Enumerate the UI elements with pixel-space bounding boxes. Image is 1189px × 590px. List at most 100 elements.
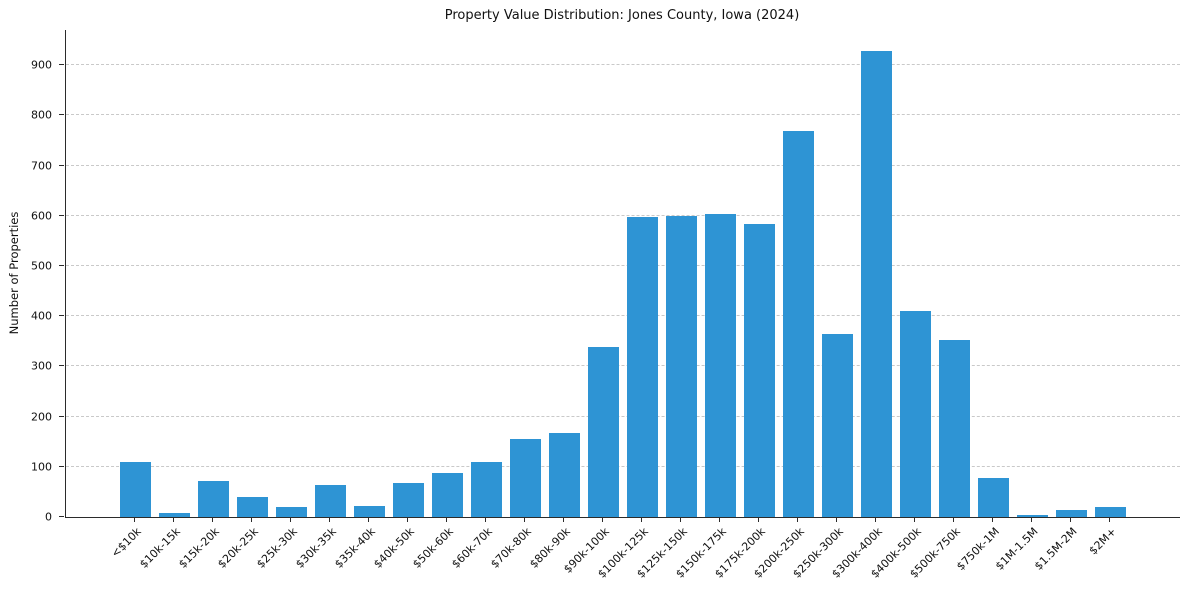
plot-area <box>65 30 1180 518</box>
gridline <box>66 365 1180 367</box>
bar <box>354 505 385 517</box>
x-tick-mark <box>797 517 798 522</box>
bar <box>783 131 814 517</box>
x-tick-label: $50k-60k <box>409 525 456 571</box>
y-tick-mark <box>59 64 64 66</box>
y-tick-label: 500 <box>31 259 52 273</box>
bar <box>510 439 541 517</box>
y-tick-label: 900 <box>31 58 52 72</box>
bar <box>1095 506 1126 517</box>
x-tick-mark <box>836 517 837 522</box>
x-tick-mark <box>563 517 564 522</box>
y-axis-ticks: 0 100 200 300 400 500 600 700 800 900 <box>0 30 65 524</box>
x-tick-label: $35k-40k <box>331 525 378 571</box>
x-tick-mark <box>407 517 408 522</box>
bar <box>861 51 892 517</box>
bar <box>900 311 931 517</box>
y-tick-mark <box>59 315 64 317</box>
x-tick-label: $25k-30k <box>253 525 300 571</box>
x-tick-mark <box>446 517 447 522</box>
gridline <box>66 114 1180 116</box>
y-tick-label: 400 <box>31 309 52 323</box>
bar <box>393 482 424 517</box>
x-tick-label: $2M+ <box>1086 525 1119 558</box>
y-tick-label: 800 <box>31 108 52 122</box>
y-tick-label: 0 <box>45 510 52 524</box>
x-tick-mark <box>524 517 525 522</box>
bar <box>744 224 775 517</box>
gridline <box>66 415 1180 417</box>
y-tick-label: 100 <box>31 460 52 474</box>
x-tick-label: $30k-35k <box>292 525 339 571</box>
bar-series <box>116 30 1130 517</box>
gridline <box>66 315 1180 317</box>
bar <box>705 214 736 517</box>
x-tick-label: $70k-80k <box>487 525 534 571</box>
gridline <box>66 264 1180 266</box>
bar <box>159 512 190 517</box>
bar <box>588 347 619 517</box>
bar <box>1017 514 1048 517</box>
x-tick-mark <box>485 517 486 522</box>
x-tick-mark <box>641 517 642 522</box>
bar <box>315 485 346 517</box>
x-tick-label: $20k-25k <box>214 525 261 571</box>
x-tick-label: $10k-15k <box>136 525 183 571</box>
y-tick-label: 700 <box>31 159 52 173</box>
x-tick-label: $15k-20k <box>175 525 222 571</box>
x-tick-mark <box>1031 517 1032 522</box>
x-tick-mark <box>875 517 876 522</box>
x-tick-mark <box>212 517 213 522</box>
gridline <box>66 64 1180 66</box>
y-tick-mark <box>59 365 64 367</box>
y-tick-mark <box>59 516 64 517</box>
x-tick-mark <box>133 517 135 522</box>
y-tick-mark <box>59 264 64 266</box>
y-tick-mark <box>59 465 64 467</box>
y-tick-mark <box>59 164 64 166</box>
bar <box>471 461 502 517</box>
x-tick-mark <box>719 517 720 522</box>
x-tick-mark <box>1109 517 1110 522</box>
x-tick-mark <box>329 517 330 522</box>
bar <box>198 480 229 517</box>
bar <box>276 506 307 517</box>
chart-title: Property Value Distribution: Jones Count… <box>444 8 800 23</box>
gridline <box>66 214 1180 216</box>
x-tick-mark <box>250 517 252 522</box>
bar <box>120 461 151 517</box>
bar <box>237 496 268 517</box>
x-tick-mark <box>289 517 291 522</box>
y-tick-label: 600 <box>31 209 52 223</box>
x-tick-mark <box>1069 517 1071 522</box>
x-tick-label: $40k-50k <box>370 525 417 571</box>
y-tick-label: 200 <box>31 410 52 424</box>
x-tick-mark <box>953 517 954 522</box>
x-tick-mark <box>173 517 174 522</box>
bar <box>627 216 658 517</box>
gridline <box>66 465 1180 467</box>
x-tick-mark <box>602 517 603 522</box>
gridlines <box>66 30 1180 517</box>
gridline <box>66 164 1180 166</box>
x-tick-mark <box>680 517 681 522</box>
bar <box>822 333 853 517</box>
y-tick-mark <box>59 114 64 116</box>
x-tick-label: $60k-70k <box>448 525 495 571</box>
bar <box>1056 510 1087 517</box>
bar <box>432 472 463 517</box>
bar <box>978 477 1009 517</box>
bar <box>939 340 970 517</box>
x-axis-ticks: <$10k $10k-15k $15k-20k $20k-25k $25k-30k $30… <box>65 517 1179 590</box>
y-tick-label: 300 <box>31 359 52 373</box>
bar <box>666 215 697 517</box>
x-tick-mark <box>758 517 759 522</box>
x-tick-wrap: <$10k $10k-15k $15k-20k $20k-25k $25k-30k $30… <box>109 517 1129 590</box>
bar <box>549 432 580 517</box>
y-tick-mark <box>59 415 64 417</box>
x-tick-mark <box>991 517 993 522</box>
x-tick-mark <box>913 517 915 522</box>
y-tick-mark <box>59 214 64 216</box>
x-tick-mark <box>368 517 369 522</box>
